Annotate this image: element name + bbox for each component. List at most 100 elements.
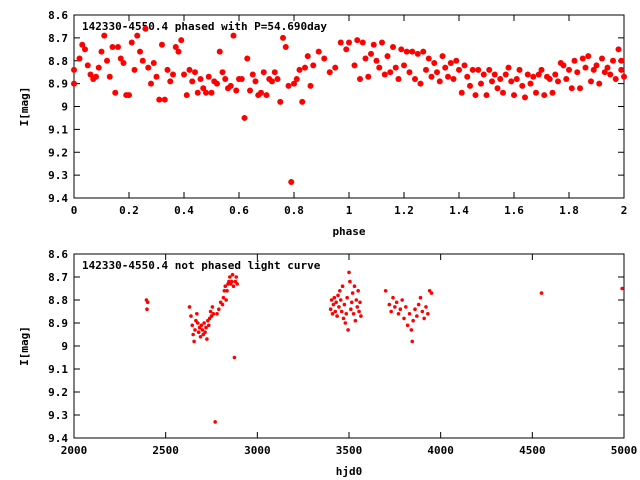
data-point xyxy=(480,71,487,78)
data-point xyxy=(436,78,443,85)
x-tick-label: 0.4 xyxy=(174,204,194,217)
y-tick-label: 9.2 xyxy=(48,146,68,159)
data-point xyxy=(175,48,182,55)
data-point xyxy=(200,85,207,92)
data-point xyxy=(230,32,237,39)
data-point xyxy=(126,92,132,99)
data-point xyxy=(582,64,589,71)
unphased-light-curve-chart: 2000 2500 3000 3500 4000 4500 5000 8.6 8.7 8.8 8.9… xyxy=(18,248,637,478)
data-point xyxy=(494,85,501,92)
data-point xyxy=(339,309,344,314)
data-point xyxy=(350,291,355,295)
data-point xyxy=(426,312,430,316)
data-point xyxy=(358,300,362,305)
x-tick-label: 1.8 xyxy=(559,204,579,217)
data-point xyxy=(351,62,358,69)
data-point xyxy=(348,279,352,284)
data-point xyxy=(192,69,198,76)
data-point xyxy=(588,78,594,85)
data-point xyxy=(434,69,440,76)
data-point xyxy=(447,60,454,67)
y-tick-label: 8.8 xyxy=(48,55,68,68)
data-point xyxy=(117,55,124,62)
data-point xyxy=(269,78,275,85)
data-point xyxy=(403,48,410,55)
data-point xyxy=(202,321,206,325)
data-point xyxy=(170,71,176,78)
data-point xyxy=(204,325,208,330)
data-point xyxy=(491,71,498,78)
data-point xyxy=(228,275,232,279)
data-point xyxy=(357,309,361,314)
data-point xyxy=(539,291,544,295)
data-point xyxy=(277,98,284,105)
data-point xyxy=(423,66,429,73)
data-point xyxy=(159,41,165,48)
data-point xyxy=(593,62,600,69)
data-point xyxy=(293,76,300,83)
data-point xyxy=(145,64,152,71)
data-point xyxy=(343,46,350,53)
data-point xyxy=(280,34,286,41)
data-point xyxy=(472,92,479,99)
data-point xyxy=(384,53,391,60)
data-point xyxy=(247,87,253,94)
data-point xyxy=(571,57,578,64)
data-point xyxy=(205,73,212,80)
data-point xyxy=(346,39,352,46)
data-point xyxy=(341,316,346,321)
data-point xyxy=(596,80,603,87)
y-tick-label: 8.9 xyxy=(48,317,68,330)
data-point xyxy=(379,39,385,46)
x-tick-label: 2 xyxy=(621,204,628,217)
data-point xyxy=(203,89,209,96)
data-point xyxy=(148,80,154,87)
data-point xyxy=(508,78,515,85)
data-point xyxy=(195,312,199,316)
data-point xyxy=(409,328,414,332)
data-point xyxy=(392,64,399,71)
data-point xyxy=(194,89,201,96)
data-point xyxy=(137,48,143,55)
data-point xyxy=(221,295,226,300)
data-point xyxy=(590,66,597,73)
data-point xyxy=(362,55,369,62)
chart-title: 142330-4550.4 phased with P=54.690day xyxy=(82,20,327,33)
y-tick-label: 9 xyxy=(61,101,68,114)
data-point xyxy=(304,53,311,60)
y-tick-label: 8.8 xyxy=(48,294,68,307)
data-point xyxy=(331,302,336,307)
data-point xyxy=(411,318,415,323)
y-tick-label: 8.7 xyxy=(48,32,68,45)
data-point xyxy=(291,80,297,87)
data-point xyxy=(552,71,559,78)
data-point xyxy=(394,300,399,305)
data-point xyxy=(398,46,405,53)
data-point xyxy=(383,289,388,293)
data-point xyxy=(417,80,424,87)
x-tick-label: 1.2 xyxy=(394,204,414,217)
data-point xyxy=(599,55,605,62)
data-point xyxy=(415,314,419,318)
x-tick-label: 2000 xyxy=(61,444,88,457)
x-axis-title: hjd0 xyxy=(336,465,363,478)
data-point xyxy=(610,57,616,64)
data-point xyxy=(196,330,201,335)
data-point xyxy=(519,82,526,89)
data-point xyxy=(445,73,451,80)
data-point xyxy=(368,50,374,57)
data-point xyxy=(467,82,473,89)
data-point xyxy=(214,80,220,87)
phased-light-curve-chart: 0 0.2 0.4 0.6 0.8 1 1.2 1.4 1.6 1.8 2 8.6 8.7 8.8 8.9 9… xyxy=(18,9,627,238)
data-point xyxy=(187,305,192,309)
data-point xyxy=(326,69,333,76)
data-point xyxy=(150,60,157,67)
data-point xyxy=(299,98,306,105)
data-point xyxy=(566,66,572,73)
data-point xyxy=(199,323,204,328)
data-point xyxy=(224,298,228,302)
data-point xyxy=(505,64,512,71)
data-point xyxy=(420,309,425,314)
data-point xyxy=(217,307,221,312)
data-point xyxy=(206,323,211,328)
